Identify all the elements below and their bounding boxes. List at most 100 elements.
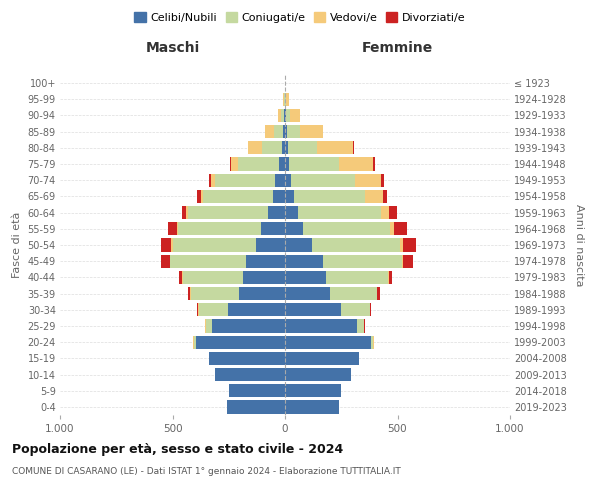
Bar bbox=[285, 400, 339, 413]
Bar bbox=[169, 222, 177, 235]
Bar bbox=[215, 174, 275, 187]
Bar bbox=[290, 109, 300, 122]
Bar bbox=[256, 238, 285, 252]
Bar bbox=[265, 125, 274, 138]
Bar bbox=[285, 141, 288, 154]
Bar bbox=[239, 287, 285, 300]
Bar bbox=[401, 254, 403, 268]
Bar bbox=[200, 190, 203, 203]
Bar bbox=[292, 174, 355, 187]
Bar bbox=[197, 303, 199, 316]
Text: Maschi: Maschi bbox=[145, 41, 200, 55]
Bar bbox=[248, 141, 262, 154]
Bar bbox=[285, 254, 323, 268]
Bar bbox=[229, 384, 285, 398]
Bar bbox=[227, 400, 285, 413]
Bar bbox=[403, 238, 416, 252]
Bar bbox=[382, 174, 384, 187]
Text: Popolazione per età, sesso e stato civile - 2024: Popolazione per età, sesso e stato civil… bbox=[12, 442, 343, 456]
Bar bbox=[285, 158, 289, 170]
Bar bbox=[199, 303, 227, 316]
Bar bbox=[209, 352, 285, 365]
Bar bbox=[323, 254, 401, 268]
Bar bbox=[161, 254, 170, 268]
Bar bbox=[281, 109, 284, 122]
Bar bbox=[285, 174, 292, 187]
Bar bbox=[280, 158, 285, 170]
Bar bbox=[262, 222, 285, 235]
Bar bbox=[244, 270, 285, 284]
Legend: Celibi/Nubili, Coniugati/e, Vedovi/e, Divorziati/e: Celibi/Nubili, Coniugati/e, Vedovi/e, Di… bbox=[130, 8, 470, 28]
Bar bbox=[203, 190, 272, 203]
Bar bbox=[231, 158, 238, 170]
Bar bbox=[285, 336, 371, 349]
Bar bbox=[194, 336, 196, 349]
Bar bbox=[300, 125, 323, 138]
Bar bbox=[278, 109, 281, 122]
Bar bbox=[161, 238, 172, 252]
Bar bbox=[283, 125, 285, 138]
Bar bbox=[400, 238, 403, 252]
Bar bbox=[212, 320, 285, 332]
Bar bbox=[187, 206, 188, 220]
Bar bbox=[285, 368, 352, 381]
Bar bbox=[365, 190, 383, 203]
Bar bbox=[394, 222, 407, 235]
Bar bbox=[403, 254, 413, 268]
Bar bbox=[358, 320, 364, 332]
Bar bbox=[170, 254, 245, 268]
Y-axis label: Fasce di età: Fasce di età bbox=[12, 212, 22, 278]
Bar bbox=[197, 190, 200, 203]
Bar bbox=[303, 222, 389, 235]
Bar bbox=[286, 109, 290, 122]
Bar bbox=[179, 270, 182, 284]
Bar bbox=[312, 238, 400, 252]
Bar bbox=[288, 141, 317, 154]
Bar bbox=[285, 125, 287, 138]
Text: Femmine: Femmine bbox=[362, 41, 433, 55]
Bar bbox=[389, 206, 397, 220]
Bar bbox=[353, 141, 354, 154]
Bar bbox=[196, 336, 285, 349]
Bar bbox=[182, 270, 244, 284]
Bar bbox=[177, 222, 178, 235]
Bar bbox=[389, 270, 392, 284]
Bar bbox=[371, 336, 373, 349]
Bar bbox=[388, 270, 389, 284]
Bar bbox=[285, 109, 286, 122]
Bar bbox=[298, 206, 381, 220]
Bar bbox=[182, 206, 187, 220]
Bar bbox=[281, 141, 285, 154]
Bar bbox=[262, 141, 281, 154]
Bar bbox=[289, 158, 339, 170]
Bar bbox=[341, 303, 370, 316]
Bar bbox=[268, 206, 285, 220]
Bar bbox=[286, 92, 289, 106]
Bar bbox=[178, 222, 262, 235]
Bar bbox=[285, 206, 298, 220]
Bar bbox=[339, 158, 373, 170]
Bar bbox=[188, 287, 190, 300]
Bar bbox=[172, 238, 173, 252]
Bar bbox=[230, 158, 231, 170]
Bar bbox=[173, 238, 256, 252]
Bar bbox=[209, 174, 211, 187]
Bar bbox=[389, 222, 394, 235]
Bar bbox=[381, 206, 389, 220]
Bar bbox=[285, 222, 303, 235]
Bar bbox=[285, 238, 312, 252]
Bar bbox=[326, 270, 388, 284]
Bar bbox=[188, 206, 268, 220]
Bar bbox=[293, 190, 365, 203]
Bar bbox=[329, 287, 377, 300]
Text: COMUNE DI CASARANO (LE) - Dati ISTAT 1° gennaio 2024 - Elaborazione TUTTITALIA.I: COMUNE DI CASARANO (LE) - Dati ISTAT 1° … bbox=[12, 468, 401, 476]
Bar bbox=[355, 174, 382, 187]
Bar bbox=[377, 287, 380, 300]
Bar bbox=[206, 320, 212, 332]
Bar bbox=[287, 125, 300, 138]
Bar bbox=[285, 190, 293, 203]
Bar bbox=[284, 109, 285, 122]
Bar bbox=[211, 174, 215, 187]
Bar bbox=[285, 352, 359, 365]
Bar bbox=[274, 125, 283, 138]
